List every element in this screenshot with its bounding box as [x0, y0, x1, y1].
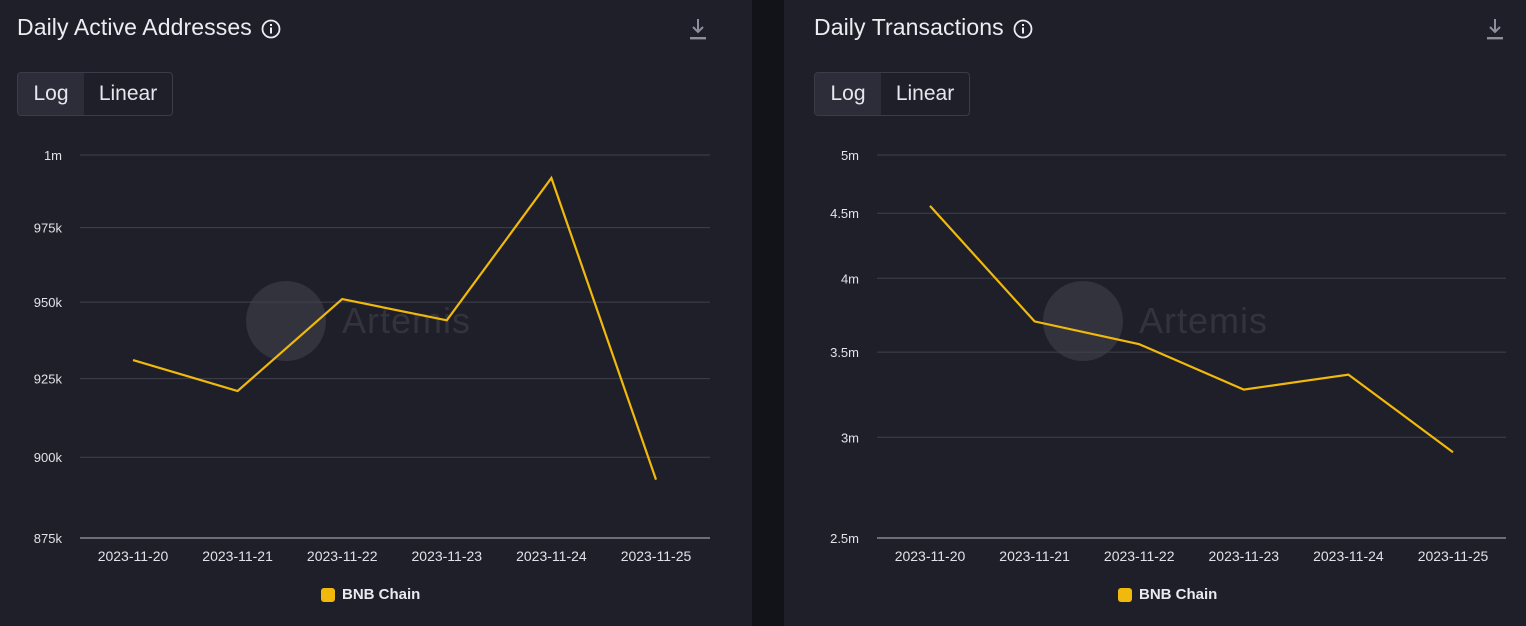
data-point[interactable]: [1031, 317, 1039, 325]
data-point[interactable]: [1449, 448, 1457, 456]
x-tick-label: 2023-11-24: [1313, 548, 1384, 564]
x-tick-label: 2023-11-25: [1418, 548, 1489, 564]
x-tick-label: 2023-11-21: [202, 548, 273, 564]
legend-label: BNB Chain: [342, 586, 421, 603]
data-point[interactable]: [547, 174, 555, 182]
y-tick-label: 4.5m: [830, 206, 859, 221]
y-tick-label: 900k: [34, 450, 63, 465]
y-tick-label: 4m: [841, 271, 859, 286]
scale-toggle: Log Linear: [17, 72, 173, 116]
y-tick-label: 925k: [34, 372, 63, 387]
legend[interactable]: BNB Chain: [1118, 586, 1217, 603]
data-point[interactable]: [234, 387, 242, 395]
linear-scale-button[interactable]: Linear: [98, 82, 158, 105]
data-point[interactable]: [129, 356, 137, 364]
chart-panel-daily-transactions: Daily Transactions Log Linear Artemis 2.…: [784, 0, 1526, 626]
log-scale-button[interactable]: Log: [815, 73, 881, 115]
download-icon[interactable]: [1485, 17, 1505, 43]
y-tick-label: 1m: [44, 148, 62, 163]
x-tick-label: 2023-11-23: [1209, 548, 1280, 564]
log-scale-button[interactable]: Log: [18, 73, 84, 115]
legend[interactable]: BNB Chain: [321, 586, 420, 603]
y-tick-label: 5m: [841, 148, 859, 163]
chart-title: Daily Transactions: [814, 14, 1033, 41]
data-point[interactable]: [1240, 386, 1248, 394]
chart-panel-daily-active-addresses: Daily Active Addresses Log Linear Artemi…: [0, 0, 752, 626]
info-circle-icon[interactable]: [1013, 18, 1033, 38]
x-tick-label: 2023-11-25: [621, 548, 692, 564]
y-tick-label: 975k: [34, 221, 63, 236]
x-tick-label: 2023-11-24: [516, 548, 587, 564]
scale-toggle: Log Linear: [814, 72, 970, 116]
data-point[interactable]: [652, 476, 660, 484]
x-tick-label: 2023-11-23: [412, 548, 483, 564]
linear-scale-button[interactable]: Linear: [895, 82, 955, 105]
data-point[interactable]: [338, 295, 346, 303]
download-icon[interactable]: [688, 17, 708, 43]
chart-title-text: Daily Active Addresses: [17, 14, 252, 40]
data-point[interactable]: [443, 316, 451, 324]
watermark-text: Artemis: [342, 300, 472, 341]
y-tick-label: 950k: [34, 295, 63, 310]
line-chart: 2.5m 3m 3.5m 4m 4.5m 5m 2023-11-20 2023-11-21 20…: [830, 148, 1506, 564]
x-tick-label: 2023-11-20: [98, 548, 169, 564]
legend-swatch: [321, 587, 335, 602]
x-tick-label: 2023-11-20: [895, 548, 966, 564]
y-tick-label: 875k: [34, 531, 63, 546]
watermark: Artemis: [246, 281, 471, 361]
artemis-logo-icon: [1043, 281, 1123, 361]
watermark: Artemis: [1043, 281, 1268, 361]
chart-title-text: Daily Transactions: [814, 14, 1004, 40]
data-point[interactable]: [1344, 371, 1352, 379]
x-tick-label: 2023-11-22: [1104, 548, 1175, 564]
x-tick-label: 2023-11-21: [999, 548, 1070, 564]
data-point[interactable]: [1135, 340, 1143, 348]
x-tick-label: 2023-11-22: [307, 548, 378, 564]
info-circle-icon[interactable]: [261, 18, 281, 38]
y-tick-label: 2.5m: [830, 531, 859, 546]
legend-swatch: [1118, 587, 1132, 602]
chart-title: Daily Active Addresses: [17, 14, 281, 41]
y-tick-label: 3m: [841, 430, 859, 445]
y-tick-label: 3.5m: [830, 345, 859, 360]
line-chart: 875k 900k 925k 950k 975k 1m 2023-11-20 2023-11-…: [34, 148, 710, 564]
series-line[interactable]: [929, 205, 1454, 454]
data-point[interactable]: [926, 202, 934, 210]
legend-label: BNB Chain: [1139, 586, 1218, 603]
series-line[interactable]: [132, 175, 658, 480]
watermark-text: Artemis: [1139, 300, 1269, 341]
